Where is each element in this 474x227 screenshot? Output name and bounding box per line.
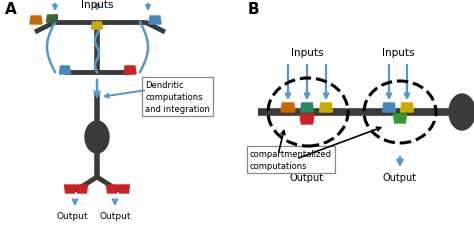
Polygon shape bbox=[118, 185, 129, 193]
Text: compartmentalized
computations: compartmentalized computations bbox=[250, 149, 332, 170]
Polygon shape bbox=[300, 114, 314, 124]
Polygon shape bbox=[319, 104, 332, 113]
Text: Output: Output bbox=[290, 172, 324, 182]
Text: Output: Output bbox=[383, 172, 417, 182]
Text: Inputs: Inputs bbox=[291, 48, 323, 58]
Polygon shape bbox=[30, 17, 42, 25]
Polygon shape bbox=[107, 185, 118, 193]
Ellipse shape bbox=[85, 121, 109, 153]
Polygon shape bbox=[301, 104, 313, 113]
Text: Dendritic
computations
and integration: Dendritic computations and integration bbox=[145, 81, 210, 113]
Polygon shape bbox=[401, 104, 413, 113]
Polygon shape bbox=[383, 104, 395, 113]
Polygon shape bbox=[46, 16, 57, 23]
Polygon shape bbox=[60, 67, 71, 75]
Text: Inputs: Inputs bbox=[81, 0, 113, 10]
Text: Output: Output bbox=[99, 211, 131, 220]
Polygon shape bbox=[393, 114, 407, 123]
Text: Output: Output bbox=[56, 211, 88, 220]
Text: A: A bbox=[5, 2, 17, 17]
Ellipse shape bbox=[449, 95, 474, 131]
Polygon shape bbox=[149, 17, 161, 25]
Polygon shape bbox=[124, 67, 136, 75]
Polygon shape bbox=[281, 104, 295, 113]
Polygon shape bbox=[91, 23, 102, 30]
Text: Inputs: Inputs bbox=[382, 48, 414, 58]
Polygon shape bbox=[64, 185, 75, 193]
Polygon shape bbox=[76, 185, 88, 193]
Text: B: B bbox=[248, 2, 260, 17]
